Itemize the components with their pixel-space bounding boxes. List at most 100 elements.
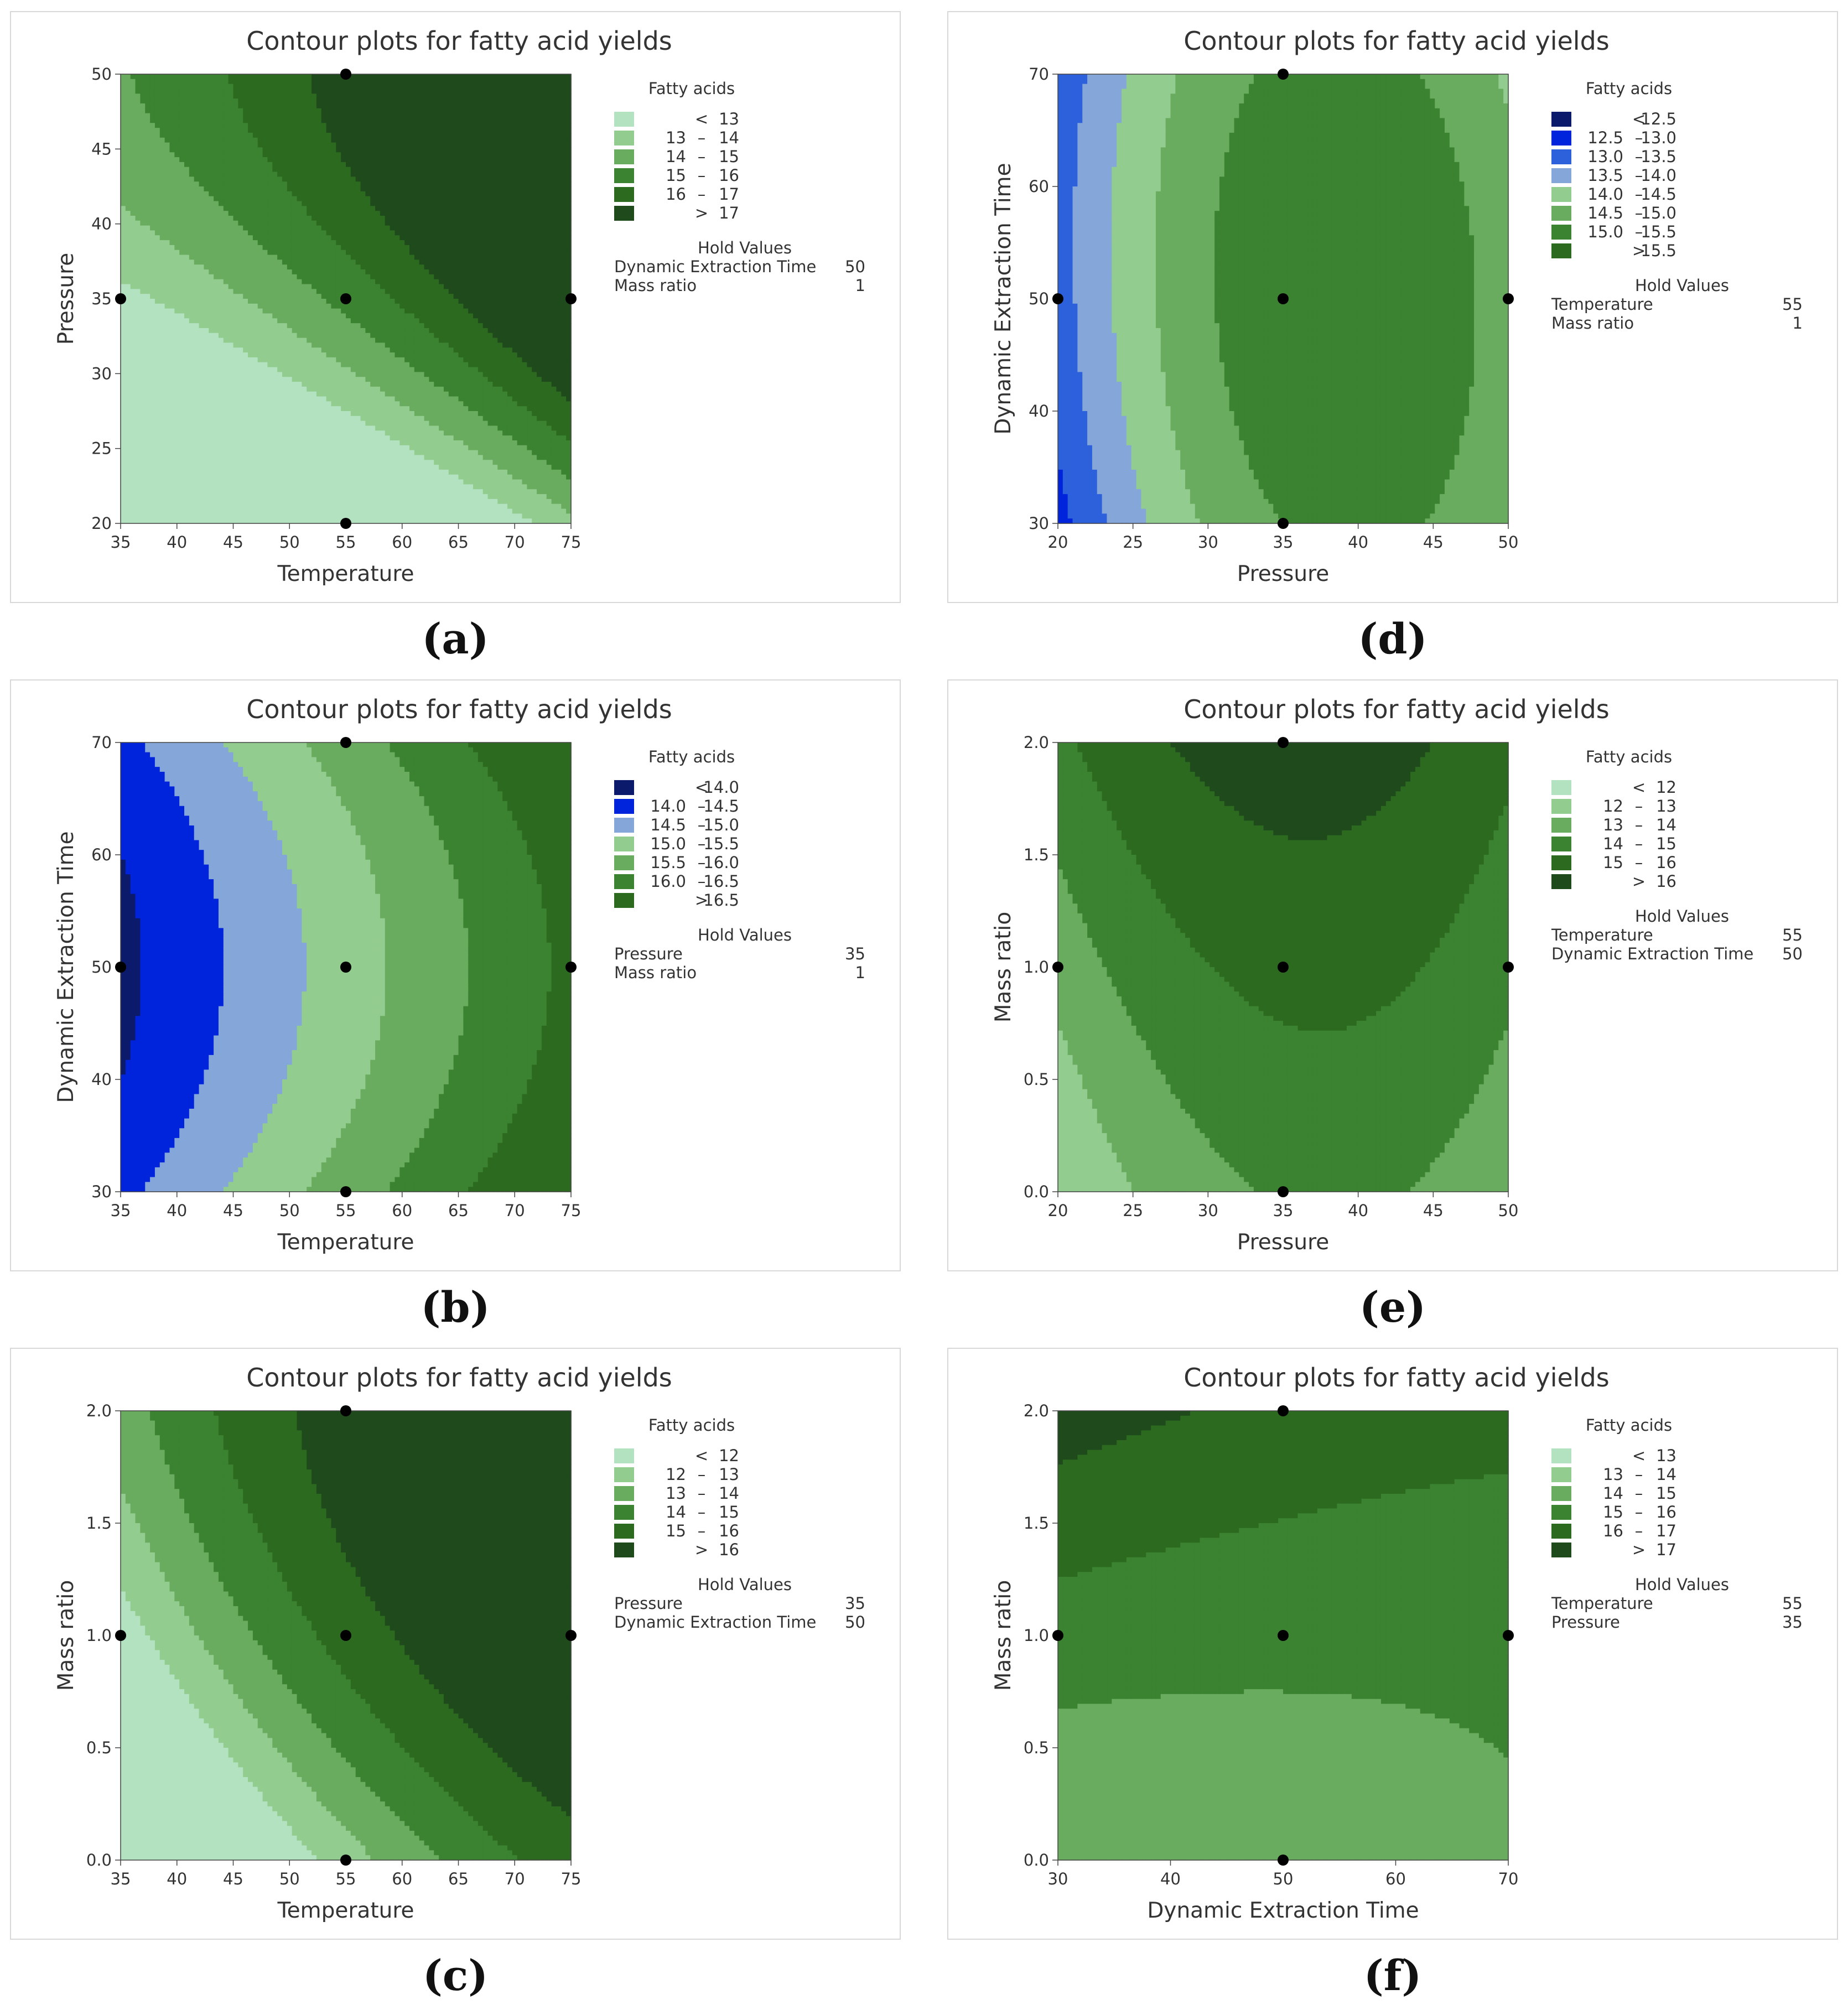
legend-range-high: 13.0: [1641, 128, 1676, 147]
hold-values-title: Hold Values: [698, 1575, 792, 1594]
legend-swatch: [614, 818, 634, 833]
legend-range-operator: –: [1635, 185, 1643, 204]
hold-value-number: 1: [855, 276, 865, 295]
design-point: [1503, 1630, 1514, 1641]
legend-range-low: 14: [1603, 1484, 1623, 1503]
legend-range-low: 16: [666, 185, 686, 204]
legend-range-operator: –: [1635, 834, 1643, 853]
y-tick-label: 20: [91, 514, 112, 533]
hold-value-number: 35: [1782, 1613, 1803, 1632]
y-tick-label: 2.0: [1024, 1401, 1049, 1420]
legend-title: Fatty acids: [648, 1416, 735, 1435]
y-tick-label: 50: [91, 958, 112, 977]
legend-range-operator: –: [1635, 1521, 1643, 1540]
legend-range-low: 15.0: [1587, 222, 1623, 241]
y-tick-label: 60: [1029, 177, 1049, 196]
legend-range-high: 15: [1656, 1484, 1676, 1503]
legend-range-high: 13: [1656, 1446, 1676, 1465]
legend-range-operator: –: [698, 1484, 706, 1503]
legend-swatch: [1551, 780, 1571, 795]
legend-range-low: 14.5: [1587, 204, 1623, 222]
legend-swatch: [1551, 168, 1571, 183]
chart-title: Contour plots for fatty acid yields: [1183, 1363, 1610, 1393]
x-axis-label: Temperature: [277, 562, 414, 586]
legend-range-high: 16: [719, 166, 739, 185]
legend-swatch: [614, 799, 634, 814]
legend-range-operator: –: [1635, 1465, 1643, 1484]
hold-value-number: 55: [1782, 1594, 1803, 1613]
legend-swatch: [614, 1448, 634, 1463]
legend-range-high: 17: [1656, 1540, 1676, 1559]
x-tick-label: 30: [1048, 1869, 1068, 1888]
x-tick-label: 35: [111, 533, 131, 552]
hold-value-number: 35: [845, 944, 865, 963]
legend-swatch: [1551, 1486, 1571, 1501]
legend-range-operator: –: [1635, 1503, 1643, 1521]
x-axis-label: Temperature: [277, 1898, 414, 1923]
legend-swatch: [614, 1542, 634, 1557]
legend-range-operator: –: [698, 1503, 706, 1521]
x-tick-label: 50: [1498, 533, 1519, 552]
x-tick-label: 45: [1423, 1201, 1444, 1220]
legend-range-high: 16: [719, 1521, 739, 1540]
legend-title: Fatty acids: [1586, 747, 1672, 766]
hold-value-name: Dynamic Extraction Time: [614, 1613, 816, 1632]
design-point: [1503, 293, 1514, 304]
legend-range-high: 14.5: [703, 797, 739, 816]
legend-range-high: 16.5: [703, 872, 739, 891]
legend-range-operator: >: [695, 891, 708, 910]
legend-range-operator: –: [698, 816, 706, 834]
hold-values-title: Hold Values: [1635, 1575, 1729, 1594]
caption-e: (e): [947, 1282, 1838, 1332]
x-tick-label: 50: [279, 1869, 300, 1888]
legend-swatch: [1551, 818, 1571, 833]
y-tick-label: 1.0: [86, 1626, 112, 1645]
x-tick-label: 30: [1198, 533, 1218, 552]
hold-value-name: Temperature: [1551, 295, 1653, 314]
legend-range-operator: –: [698, 185, 706, 204]
x-tick-label: 70: [505, 533, 525, 552]
design-point: [1278, 69, 1289, 80]
design-point: [340, 962, 351, 973]
legend-range-high: 14: [1656, 1465, 1676, 1484]
legend-range-high: 16: [1656, 853, 1676, 872]
y-tick-label: 0.5: [1024, 1070, 1049, 1089]
contour-panel-a: Contour plots for fatty acid yields 35 40 4…: [10, 11, 901, 603]
design-point: [565, 293, 577, 304]
x-tick-label: 65: [448, 1201, 469, 1220]
legend-swatch: [614, 1467, 634, 1482]
design-point: [1052, 293, 1063, 304]
hold-values-title: Hold Values: [1635, 276, 1729, 295]
legend-swatch: [1551, 131, 1571, 146]
y-axis-label: Pressure: [54, 253, 79, 345]
legend-swatch: [1551, 1467, 1571, 1482]
design-point: [115, 962, 126, 973]
legend-swatch: [1551, 149, 1571, 164]
y-axis-label: Mass ratio: [991, 912, 1016, 1023]
legend-range-operator: –: [698, 853, 706, 872]
x-tick-label: 35: [1273, 1201, 1294, 1220]
chart-title: Contour plots for fatty acid yields: [246, 694, 672, 724]
legend-range-low: 15: [1603, 853, 1623, 872]
y-tick-label: 2.0: [1024, 733, 1049, 752]
legend-range-low: 14: [666, 1503, 686, 1521]
legend-range-operator: <: [695, 778, 708, 797]
legend-range-low: 16.0: [650, 872, 686, 891]
legend-swatch: [1551, 874, 1571, 889]
legend-swatch: [1551, 1524, 1571, 1539]
legend-range-low: 15: [666, 166, 686, 185]
hold-value-number: 55: [1782, 295, 1803, 314]
y-tick-label: 60: [91, 845, 112, 864]
x-tick-label: 45: [223, 1201, 243, 1220]
design-point: [340, 1405, 351, 1416]
legend-range-high: 13: [719, 1465, 739, 1484]
x-tick-label: 50: [279, 1201, 300, 1220]
legend-swatch: [1551, 112, 1571, 127]
legend-range-high: 14.5: [1641, 185, 1676, 204]
design-point: [1278, 518, 1289, 529]
x-tick-label: 60: [392, 1201, 412, 1220]
hold-value-number: 50: [1782, 944, 1803, 963]
hold-value-name: Temperature: [1551, 926, 1653, 944]
legend-range-high: 14.0: [703, 778, 739, 797]
legend-range-low: 13: [1603, 816, 1623, 834]
